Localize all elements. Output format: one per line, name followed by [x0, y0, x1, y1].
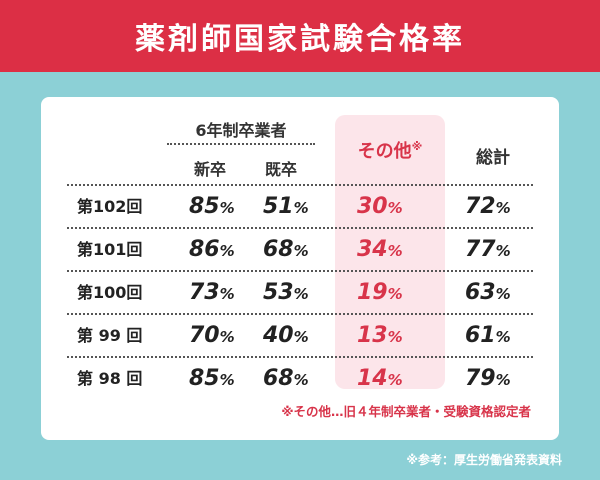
header-divider: [167, 143, 315, 145]
other-rate: 19%: [357, 272, 403, 314]
rate-value: 30: [357, 194, 388, 219]
row-label: 第 99 回: [77, 326, 143, 345]
total-rate: 77%: [465, 229, 511, 271]
new-grad-rate: 85%: [189, 358, 235, 400]
table-row: 第101回 86% 68% 34% 77%: [67, 227, 533, 271]
total-header: 総計: [476, 148, 510, 168]
rate-value: 61: [465, 323, 496, 348]
percent-unit: %: [387, 199, 403, 217]
percent-unit: %: [219, 371, 235, 389]
percent-unit: %: [219, 242, 235, 260]
page-title: 薬剤師国家試験合格率: [135, 22, 465, 57]
percent-unit: %: [495, 285, 511, 303]
title-banner: 薬剤師国家試験合格率: [0, 0, 600, 72]
percent-unit: %: [387, 328, 403, 346]
rate-value: 85: [189, 194, 220, 219]
rate-value: 72: [465, 194, 496, 219]
new-grad-rate: 73%: [189, 272, 235, 314]
percent-unit: %: [293, 242, 309, 260]
other-rate: 34%: [357, 229, 403, 271]
percent-unit: %: [293, 328, 309, 346]
prior-grad-rate: 53%: [263, 272, 309, 314]
row-label: 第100回: [77, 283, 143, 302]
prior-grad-rate: 40%: [263, 315, 309, 357]
six-year-graduates-header: 6年制卒業者: [195, 121, 287, 140]
rate-value: 77: [465, 237, 496, 262]
row-label: 第101回: [77, 240, 143, 259]
new-grad-header: 新卒: [194, 160, 227, 179]
row-label: 第 98 回: [77, 369, 143, 388]
new-grad-rate: 70%: [189, 315, 235, 357]
percent-unit: %: [219, 285, 235, 303]
percent-unit: %: [387, 242, 403, 260]
total-rate: 72%: [465, 186, 511, 228]
prior-grad-rate: 68%: [263, 358, 309, 400]
rate-value: 79: [465, 366, 496, 391]
total-rate: 63%: [465, 272, 511, 314]
rate-value: 13: [357, 323, 388, 348]
percent-unit: %: [387, 371, 403, 389]
other-rate: 14%: [357, 358, 403, 400]
table-row: 第102回 85% 51% 30% 72%: [67, 184, 533, 228]
rate-value: 19: [357, 280, 388, 305]
percent-unit: %: [495, 371, 511, 389]
percent-unit: %: [293, 285, 309, 303]
rate-value: 68: [263, 237, 294, 262]
rate-value: 85: [189, 366, 220, 391]
rate-value: 53: [263, 280, 294, 305]
prior-grad-header: 既卒: [265, 160, 298, 179]
other-rate: 13%: [357, 315, 403, 357]
rate-value: 68: [263, 366, 294, 391]
percent-unit: %: [293, 371, 309, 389]
percent-unit: %: [495, 328, 511, 346]
other-header-label: その他: [357, 141, 412, 162]
other-header-mark: ※: [411, 140, 423, 153]
rate-value: 73: [189, 280, 220, 305]
rate-value: 70: [189, 323, 220, 348]
rate-value: 86: [189, 237, 220, 262]
other-column-highlight: [335, 115, 445, 389]
prior-grad-rate: 68%: [263, 229, 309, 271]
percent-unit: %: [293, 199, 309, 217]
rate-value: 40: [263, 323, 294, 348]
other-rate: 30%: [357, 186, 403, 228]
percent-unit: %: [219, 199, 235, 217]
percent-unit: %: [387, 285, 403, 303]
table-row: 第 99 回 70% 40% 13% 61%: [67, 313, 533, 357]
total-rate: 79%: [465, 358, 511, 400]
percent-unit: %: [495, 242, 511, 260]
other-header: その他※: [335, 137, 445, 163]
total-rate: 61%: [465, 315, 511, 357]
source-note: ※参考：厚生労働省発表資料: [406, 453, 562, 467]
rate-value: 51: [263, 194, 294, 219]
rate-value: 63: [465, 280, 496, 305]
rate-value: 14: [357, 366, 388, 391]
footnote: ※その他…旧４年制卒業者・受験資格認定者: [281, 404, 531, 419]
prior-grad-rate: 51%: [263, 186, 309, 228]
percent-unit: %: [219, 328, 235, 346]
row-label: 第102回: [77, 197, 143, 216]
rate-value: 34: [357, 237, 388, 262]
table-row: 第100回 73% 53% 19% 63%: [67, 270, 533, 314]
table-row: 第 98 回 85% 68% 14% 79%: [67, 356, 533, 400]
results-card: 6年制卒業者 新卒 既卒 その他※ 総計 第102回 85% 51% 30% 72% 第1…: [41, 97, 559, 440]
new-grad-rate: 86%: [189, 229, 235, 271]
new-grad-rate: 85%: [189, 186, 235, 228]
percent-unit: %: [495, 199, 511, 217]
